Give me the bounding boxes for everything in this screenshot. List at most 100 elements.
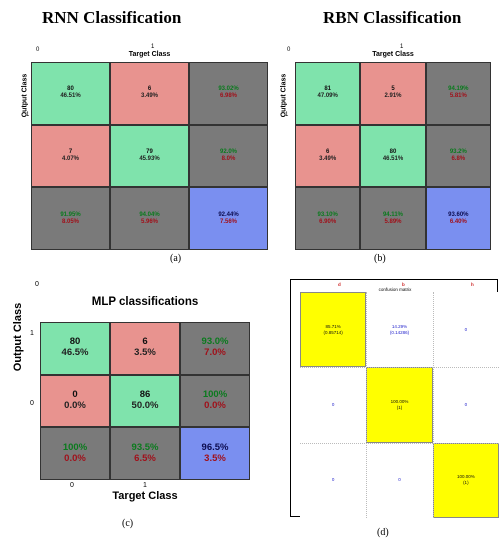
dm-cell: 0 — [366, 442, 433, 518]
dm-cell-fraction: (0.14286) — [389, 329, 410, 335]
cm-cell: 7 4.07% — [31, 124, 110, 188]
panel-c-ytick-1: 1 — [30, 330, 34, 337]
cm-cell-count: 96.5% — [201, 441, 229, 453]
dm-cell-percent: 14.29% — [391, 323, 408, 329]
dm-cell-percent: 85.71% — [325, 323, 341, 329]
cm-cell: 94.19% 5.81% — [425, 62, 491, 125]
dm-grid-line — [432, 292, 434, 518]
cm-cell-count: 6 — [142, 336, 148, 348]
cm-cell-percent: 3.49% — [319, 155, 337, 162]
dm-cell: 0 — [432, 292, 499, 368]
panel-a-caption: (a) — [170, 253, 182, 264]
cm-cell: 93.2% 6.8% — [425, 124, 491, 188]
panel-c-xlabel: Target Class — [112, 490, 178, 502]
cm-cell: 93.10% 6.90% — [295, 187, 361, 250]
panel-c-ylabel: Output Class — [12, 302, 24, 372]
cm-cell: 81 47.09% — [295, 62, 361, 125]
panel-d-matrix: 85.71% (0.85714) 14.29% (0.14286) 0 0 100.00%(… — [300, 292, 499, 518]
dm-cell-percent: 0 — [464, 402, 468, 408]
cm-cell: 86 50.0% — [110, 374, 180, 428]
cm-cell: 92.44% 7.56% — [189, 187, 268, 250]
cm-cell-percent: 7.56% — [219, 218, 237, 225]
cm-cell-count: 80 — [69, 336, 81, 348]
cm-cell-percent: 47.09% — [317, 93, 338, 100]
panel-a-top-tick: 1 — [151, 44, 155, 50]
panel-b-top-tick: 1 — [400, 44, 404, 50]
cm-cell-percent: 0.0% — [64, 452, 86, 464]
cm-cell-percent: 6.98% — [219, 93, 237, 100]
panel-c-ytick-0: 0 — [30, 400, 34, 407]
cm-cell: 6 3.49% — [295, 124, 361, 188]
cm-cell-percent: 8.05% — [61, 218, 79, 225]
cm-cell: 93.0% 7.0% — [180, 322, 250, 375]
dm-cell-percent: 0 — [398, 477, 401, 483]
cm-cell: 80 46.51% — [360, 124, 426, 188]
panel-a-ylabel: Output Class — [21, 73, 29, 118]
cm-cell-percent: 3.5% — [134, 347, 156, 359]
cm-cell-percent: 5.89% — [384, 218, 402, 225]
cm-cell-count: 94.19% — [448, 86, 469, 93]
panel-a-ytick: 1 — [26, 112, 30, 118]
cm-cell-count: 80 — [67, 86, 74, 93]
cm-cell-percent: 3.49% — [140, 93, 158, 100]
cm-cell-percent: 6.5% — [134, 452, 156, 464]
cm-cell-percent: 7.0% — [204, 347, 226, 359]
cm-cell: 93.5% 6.5% — [110, 427, 180, 480]
cm-cell-count: 100% — [62, 441, 88, 453]
cm-cell: 100% 0.0% — [180, 374, 250, 428]
cm-cell-percent: 45.93% — [139, 155, 160, 162]
dm-cell: 0 — [300, 442, 367, 518]
panel-d-frame: d b h confusion matrix healthy glaucoma … — [290, 279, 499, 518]
cm-cell-count: 80 — [389, 149, 397, 156]
panel-b-ylabel: Output Class — [280, 73, 288, 118]
dm-cell-percent: 100.00% — [390, 399, 409, 405]
dm-cell: 100.00% (1) — [366, 367, 433, 443]
cm-cell: 6 3.49% — [110, 62, 189, 125]
cm-cell-count: 6 — [325, 149, 330, 156]
cm-cell-count: 81 — [324, 86, 331, 93]
cm-cell-percent: 0.0% — [64, 399, 86, 411]
dm-cell: 85.71% (0.85714) — [300, 292, 367, 368]
dm-cell: 0 — [300, 367, 367, 443]
panel-c-caption: (c) — [122, 518, 134, 529]
cm-cell-count: 92.44% — [218, 211, 239, 218]
panel-c-title: MLP classifications — [91, 296, 199, 308]
cm-cell-count: 7 — [68, 149, 73, 156]
cm-cell-count: 93.60% — [448, 211, 469, 218]
dm-cell-percent: 0 — [331, 402, 335, 408]
cm-cell: 80 46.5% — [40, 322, 110, 375]
cm-cell-percent: 6.40% — [449, 218, 467, 225]
panel-b-caption: (b) — [374, 253, 386, 264]
cm-cell: 0 0.0% — [40, 374, 110, 428]
dm-grid-line — [300, 442, 499, 444]
cm-cell-percent: 0.0% — [204, 399, 226, 411]
dm-cell: 14.29% (0.14286) — [366, 292, 433, 368]
dm-cell-percent: 100.00% — [456, 474, 475, 480]
dm-grid-line — [366, 292, 368, 518]
cm-cell: 96.5% 3.5% — [180, 427, 250, 480]
panel-b-ytick: 1 — [285, 112, 289, 118]
cm-cell: 79 45.93% — [110, 124, 189, 188]
panel-d-col-label-1: b — [402, 282, 405, 287]
cm-cell: 100% 0.0% — [40, 427, 110, 480]
cm-cell-percent: 46.5% — [61, 347, 89, 359]
dm-cell: 0 — [432, 367, 499, 443]
dm-cell-percent: 0 — [331, 477, 335, 483]
cm-cell-count: 79 — [146, 149, 153, 156]
panel-d-col-label-0: d — [338, 282, 341, 287]
cm-cell: 92.0% 8.0% — [189, 124, 268, 188]
panel-c-xtick-0: 0 — [70, 482, 74, 489]
cm-cell: 94.11% 5.89% — [360, 187, 426, 250]
cm-cell: 80 46.51% — [31, 62, 110, 125]
cm-cell-percent: 46.51% — [60, 93, 81, 100]
panel-d-col-label-2: h — [471, 282, 474, 287]
panel-b-origin-tick: 0 — [287, 47, 291, 53]
panel-a-matrix: 80 46.51% 6 3.49% 93.02% 6.98% 7 4.07% 79 45.93% 9… — [31, 62, 268, 250]
cm-cell-percent: 46.51% — [382, 155, 404, 162]
cm-cell-count: 93.2% — [449, 149, 467, 156]
cm-cell-count: 93.0% — [201, 336, 229, 348]
panel-c-xtick-1: 1 — [143, 482, 147, 489]
cm-cell-percent: 5.96% — [140, 218, 158, 225]
panel-d-title: confusion matrix — [378, 287, 412, 292]
cm-cell: 6 3.5% — [110, 322, 180, 375]
